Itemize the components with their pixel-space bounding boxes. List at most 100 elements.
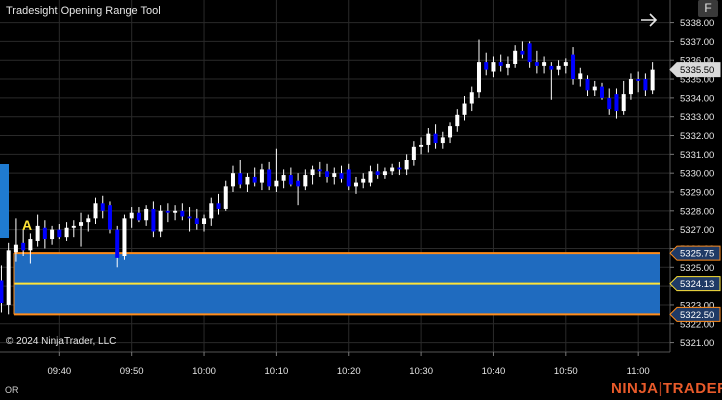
candle-body xyxy=(505,64,510,68)
candle-body xyxy=(42,227,47,240)
x-tick-label: 09:50 xyxy=(120,366,144,377)
x-tick-label: 10:50 xyxy=(554,366,578,377)
y-tick-label: 5325.00 xyxy=(680,263,714,274)
candle-body xyxy=(57,229,62,238)
candle-body xyxy=(71,225,76,228)
candle-body xyxy=(21,242,26,251)
y-tick-label: 5336.00 xyxy=(680,56,714,67)
candle-body xyxy=(498,62,503,66)
candle-body xyxy=(607,97,612,110)
candle-body xyxy=(317,169,322,172)
candle-body xyxy=(426,133,431,145)
candle-body xyxy=(455,114,460,127)
candle-body xyxy=(614,94,619,112)
price-label-box xyxy=(669,62,721,78)
candle-body xyxy=(136,212,141,221)
candle-body xyxy=(216,203,221,209)
side-panel-tab[interactable] xyxy=(0,164,9,238)
price-label-text: 5325.75 xyxy=(680,249,714,260)
candle-body xyxy=(346,169,351,187)
y-tick-label: 5332.00 xyxy=(680,131,714,142)
candle-body xyxy=(556,65,561,70)
y-tick-label: 5321.00 xyxy=(680,338,714,349)
candle-body xyxy=(209,203,214,219)
candle-body xyxy=(144,208,149,221)
candle-body xyxy=(469,92,474,104)
candle-body xyxy=(440,137,445,144)
price-label-text: 5324.13 xyxy=(680,279,714,290)
candle-body xyxy=(332,173,337,177)
candle-body xyxy=(484,62,489,70)
candle-body xyxy=(281,175,286,181)
brand-separator: | xyxy=(658,380,663,397)
y-tick-label: 5327.00 xyxy=(680,225,714,236)
x-tick-label: 09:40 xyxy=(47,366,71,377)
candle-body xyxy=(433,133,438,144)
candle-body xyxy=(404,160,409,170)
candle-body xyxy=(419,144,424,147)
x-tick-label: 10:10 xyxy=(265,366,289,377)
candle-body xyxy=(527,43,532,63)
candle-body xyxy=(202,218,207,224)
price-labels: 5325.75 5324.13 5322.50 5335.50 xyxy=(669,62,721,322)
candle-body xyxy=(592,86,597,91)
candle-body xyxy=(643,79,648,91)
y-tick-label: 5337.00 xyxy=(680,37,714,48)
candle-body xyxy=(534,62,539,66)
candle-body xyxy=(13,244,18,253)
price-label-text: 5335.50 xyxy=(680,65,714,76)
candle-body xyxy=(390,167,395,172)
candle-body xyxy=(339,173,344,179)
candle-body xyxy=(151,208,156,232)
candle-body xyxy=(187,216,192,219)
candle-body xyxy=(115,229,120,258)
candle-body xyxy=(223,186,228,209)
y-tick-label: 5322.00 xyxy=(680,319,714,330)
price-label-box xyxy=(669,245,721,261)
candle-body xyxy=(621,94,626,112)
y-tick-label: 5335.00 xyxy=(680,75,714,86)
arrow-right-icon[interactable] xyxy=(638,9,660,31)
candle-body xyxy=(194,218,199,224)
candle-body xyxy=(6,250,11,305)
candle-body xyxy=(578,73,583,80)
candle-body xyxy=(361,178,366,183)
candle-body xyxy=(93,203,98,219)
candle-body xyxy=(79,222,84,226)
y-tick-label: 5330.00 xyxy=(680,169,714,180)
candle-body xyxy=(274,180,279,187)
candle-body xyxy=(267,169,272,187)
candle-body xyxy=(173,210,178,213)
price-label-text: 5322.50 xyxy=(680,310,714,321)
candle-body xyxy=(542,62,547,66)
candle-body xyxy=(325,171,330,177)
candle-body xyxy=(35,225,40,241)
candle-body xyxy=(571,54,576,80)
y-tick-label: 5328.00 xyxy=(680,206,714,217)
candle-body xyxy=(107,205,112,230)
candle-body xyxy=(252,176,257,183)
brand-right: TRADER xyxy=(662,380,722,397)
price-label-box xyxy=(669,306,721,322)
candle-body xyxy=(563,62,568,66)
f-button[interactable]: F xyxy=(698,0,718,17)
y-tick-label: 5329.00 xyxy=(680,188,714,199)
price-label-box xyxy=(669,276,721,292)
candle-body xyxy=(368,171,373,183)
candle-body xyxy=(513,50,518,64)
candle-body xyxy=(476,62,481,93)
candle-body xyxy=(158,210,163,232)
x-tick-label: 10:20 xyxy=(337,366,361,377)
copyright-text: © 2024 NinjaTrader, LLC xyxy=(6,336,117,347)
candle-body xyxy=(28,239,33,251)
candle-body xyxy=(180,210,185,217)
candle-body xyxy=(599,86,604,98)
candle-body xyxy=(238,173,243,185)
y-tick-label: 5333.00 xyxy=(680,112,714,123)
marker-label: A xyxy=(22,217,33,233)
candle-body xyxy=(382,171,387,176)
candle-body xyxy=(259,169,264,183)
y-tick-label: 5338.00 xyxy=(680,18,714,29)
